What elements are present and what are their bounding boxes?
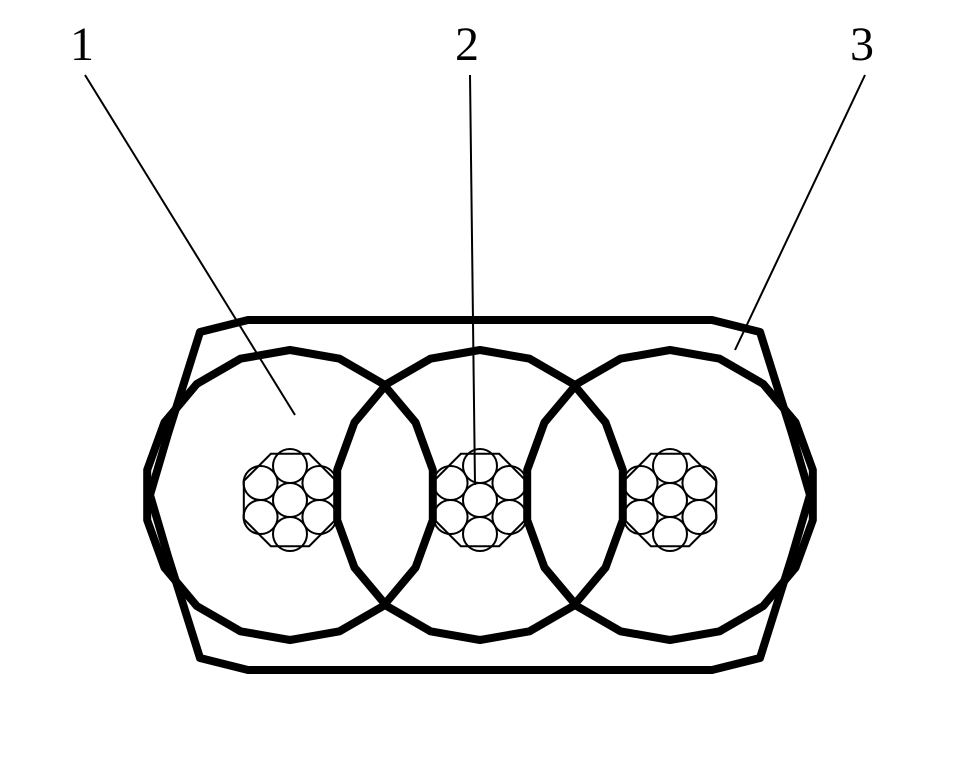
strand-2-4 xyxy=(434,466,468,500)
conductor-bundles xyxy=(244,449,717,551)
strand-1-4 xyxy=(244,466,278,500)
label-2: 2 xyxy=(455,18,479,71)
label-3: 3 xyxy=(850,18,874,71)
strand-2-1 xyxy=(492,500,526,534)
strand-1-6 xyxy=(302,466,336,500)
strand-1-1 xyxy=(302,500,336,534)
leader-line-2 xyxy=(470,75,475,485)
strand-3-3 xyxy=(624,500,658,534)
insulation-compartments xyxy=(147,350,813,640)
leader-line-3 xyxy=(735,75,865,350)
callout-labels: 1 2 3 xyxy=(70,18,874,485)
strand-2-6 xyxy=(492,466,526,500)
strand-3-1 xyxy=(682,500,716,534)
compartment-2 xyxy=(337,350,623,640)
strand-3-6 xyxy=(682,466,716,500)
compartment-3 xyxy=(527,350,813,640)
bundle-1 xyxy=(244,449,337,551)
strand-center-2 xyxy=(463,483,497,517)
strand-center-1 xyxy=(273,483,307,517)
compartment-1 xyxy=(147,350,433,640)
bundle-3 xyxy=(624,449,717,551)
cable-cross-section-diagram: 1 2 3 xyxy=(0,0,957,777)
strand-center-3 xyxy=(653,483,687,517)
label-1: 1 xyxy=(70,18,94,71)
strand-3-4 xyxy=(624,466,658,500)
strand-2-3 xyxy=(434,500,468,534)
strand-1-3 xyxy=(244,500,278,534)
bundle-2 xyxy=(434,449,527,551)
